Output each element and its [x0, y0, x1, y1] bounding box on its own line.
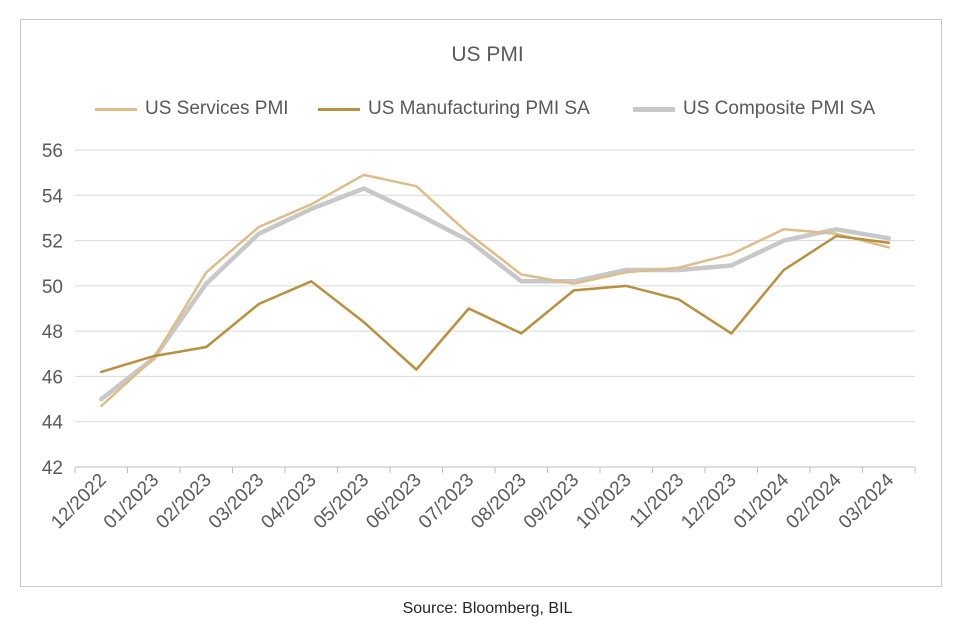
x-tick-label: 03/2024 [835, 469, 899, 533]
series-line-services [100, 173, 891, 408]
data-point [467, 307, 470, 310]
y-tick-label: 56 [42, 141, 63, 162]
data-point [730, 264, 733, 267]
data-point [572, 280, 575, 283]
x-tick-label: 07/2023 [415, 470, 478, 533]
data-point [415, 185, 418, 188]
legend-label-composite: US Composite PMI SA [683, 98, 876, 119]
y-tick-label: 50 [42, 277, 63, 298]
data-point [310, 203, 313, 206]
y-tick-label: 46 [42, 367, 63, 388]
data-point [782, 239, 785, 242]
data-point [677, 298, 680, 301]
data-point [782, 228, 785, 231]
data-point [362, 187, 365, 190]
data-point [205, 271, 208, 274]
legend-swatch-services [95, 107, 137, 111]
data-point [205, 346, 208, 348]
data-point [415, 368, 418, 371]
data-point [730, 253, 733, 255]
x-tick-label: 10/2023 [572, 470, 635, 533]
legend-swatch-manufacturing [318, 107, 360, 111]
series-line-manufacturing [100, 234, 891, 374]
data-point [677, 269, 680, 271]
x-tick-label: 03/2023 [205, 470, 268, 533]
data-point [205, 282, 208, 285]
data-point [257, 303, 260, 305]
data-point [887, 242, 890, 244]
legend-item-manufacturing: US Manufacturing PMI SA [318, 98, 590, 120]
data-point [257, 232, 260, 235]
legend-item-services: US Services PMI [95, 98, 289, 120]
data-point [677, 266, 680, 269]
data-point [310, 280, 313, 283]
data-point [520, 280, 523, 283]
chart-frame [20, 19, 942, 587]
data-point [572, 289, 575, 292]
series-line-composite [99, 186, 892, 402]
y-tick-label: 54 [42, 186, 64, 207]
data-point [572, 282, 575, 285]
data-point [100, 398, 103, 400]
x-tick-label: 12/2022 [47, 470, 110, 533]
data-point [887, 246, 890, 249]
y-tick-label: 48 [42, 322, 63, 343]
source-note: Source: Bloomberg, BIL [402, 600, 573, 617]
data-point [100, 405, 103, 407]
x-tick-label: 09/2023 [520, 470, 583, 533]
legend-label-services: US Services PMI [145, 98, 289, 119]
data-point [887, 237, 890, 240]
x-tick-label: 01/2023 [100, 470, 163, 533]
data-point [467, 239, 470, 242]
data-point [520, 332, 523, 335]
legend-item-composite: US Composite PMI SA [633, 98, 875, 120]
data-point [835, 232, 838, 235]
x-tick-label: 02/2023 [152, 470, 215, 533]
data-point [625, 271, 628, 274]
y-tick-label: 42 [42, 458, 63, 479]
data-point [152, 357, 155, 360]
x-tick-label: 01/2024 [730, 469, 794, 533]
data-point [310, 208, 313, 210]
x-tick-label: 05/2023 [310, 470, 373, 533]
data-point [152, 355, 155, 357]
data-point [520, 273, 523, 276]
data-point [415, 212, 418, 215]
data-point [835, 228, 838, 231]
y-tick-label: 44 [42, 413, 64, 434]
y-tick-label: 52 [42, 232, 63, 253]
data-point [257, 226, 260, 228]
x-tick-label: 02/2024 [782, 469, 846, 533]
legend-swatch-composite [633, 106, 675, 112]
data-point [835, 235, 838, 237]
x-tick-label: 08/2023 [467, 470, 530, 533]
legend-label-manufacturing: US Manufacturing PMI SA [368, 98, 590, 119]
data-point [782, 269, 785, 271]
data-point [100, 371, 103, 373]
x-tick-label: 12/2023 [677, 470, 740, 533]
chart-title: US PMI [451, 43, 524, 66]
data-point [625, 285, 628, 287]
x-tick-label: 06/2023 [362, 470, 425, 533]
data-point [730, 332, 733, 335]
data-point [467, 232, 470, 235]
x-tick-label: 11/2023 [626, 470, 688, 532]
data-point [625, 269, 628, 271]
data-point [362, 321, 365, 323]
x-tick-label: 04/2023 [257, 470, 320, 533]
data-point [362, 174, 365, 176]
